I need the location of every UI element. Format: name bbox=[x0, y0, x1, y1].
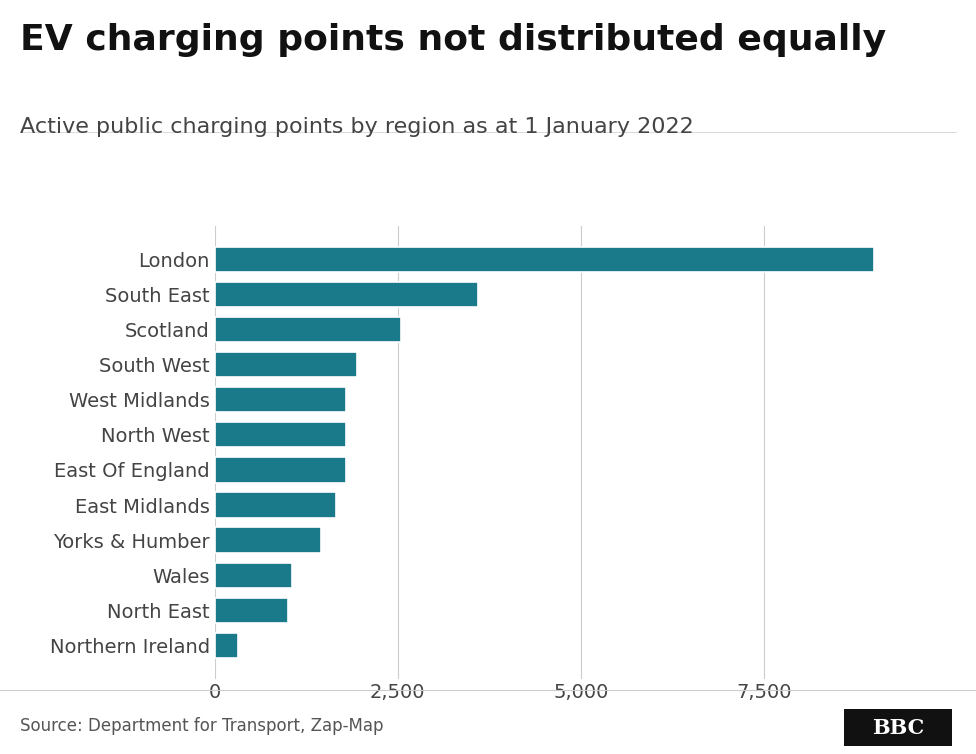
Bar bbox=[215, 317, 401, 342]
Bar bbox=[215, 422, 346, 447]
Text: EV charging points not distributed equally: EV charging points not distributed equal… bbox=[20, 23, 885, 57]
Bar bbox=[215, 458, 346, 483]
Text: BBC: BBC bbox=[872, 718, 924, 737]
Bar bbox=[215, 247, 874, 272]
Bar bbox=[215, 282, 478, 307]
Bar bbox=[215, 598, 288, 623]
Text: Source: Department for Transport, Zap-Map: Source: Department for Transport, Zap-Ma… bbox=[20, 717, 383, 735]
Bar bbox=[215, 387, 346, 412]
Bar bbox=[215, 492, 336, 518]
Bar bbox=[215, 562, 292, 588]
Bar bbox=[215, 352, 357, 377]
Bar bbox=[215, 528, 321, 553]
Text: Active public charging points by region as at 1 January 2022: Active public charging points by region … bbox=[20, 117, 693, 137]
Bar bbox=[215, 633, 238, 658]
